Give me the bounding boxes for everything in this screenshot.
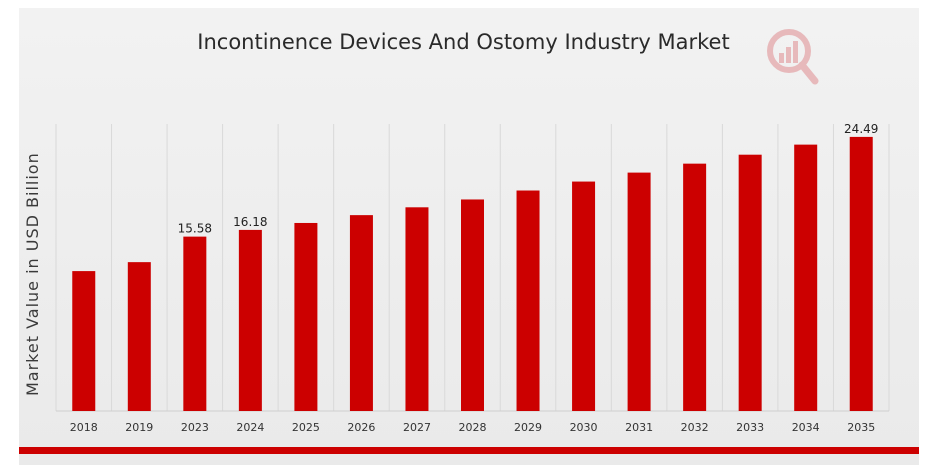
bar-2033 <box>738 154 762 411</box>
x-tick-label: 2033 <box>736 421 764 434</box>
x-tick-labels: 2018 2019 2023 2024 2025 2026 2027 2028 2029 2030… <box>70 421 875 434</box>
bar-2031 <box>627 172 651 411</box>
bar-2019 <box>127 262 151 411</box>
bar-2029 <box>516 190 540 411</box>
x-tick-label: 2024 <box>236 421 264 434</box>
bar-2032 <box>683 163 707 411</box>
x-tick-label: 2018 <box>70 421 98 434</box>
x-tick-label: 2032 <box>681 421 709 434</box>
data-label-2024: 16.18 <box>233 215 267 229</box>
bars <box>72 136 873 411</box>
brand-logo-icon <box>767 29 819 85</box>
bar-2030 <box>572 181 596 411</box>
bar-2025 <box>294 222 318 411</box>
x-tick-label: 2025 <box>292 421 320 434</box>
brand-footer-bar <box>19 447 919 454</box>
data-labels: 15.58 16.18 24.49 <box>178 122 879 236</box>
bar-2027 <box>405 207 429 411</box>
bar-2035 <box>849 136 873 411</box>
bar-2024 <box>238 229 262 411</box>
bar-2026 <box>349 215 373 411</box>
x-tick-label: 2026 <box>347 421 375 434</box>
x-tick-label: 2027 <box>403 421 431 434</box>
x-tick-label: 2023 <box>181 421 209 434</box>
data-label-2035: 24.49 <box>844 122 878 136</box>
bar-2034 <box>794 144 818 411</box>
x-tick-label: 2019 <box>125 421 153 434</box>
x-tick-label: 2035 <box>847 421 875 434</box>
x-tick-label: 2029 <box>514 421 542 434</box>
bar-2018 <box>72 271 96 411</box>
x-tick-label: 2030 <box>570 421 598 434</box>
bar-2023 <box>183 236 207 411</box>
bar-2028 <box>461 199 484 411</box>
x-tick-label: 2031 <box>625 421 653 434</box>
data-label-2023: 15.58 <box>178 222 212 236</box>
x-tick-label: 2028 <box>459 421 487 434</box>
x-tick-label: 2034 <box>792 421 820 434</box>
chart-title: Incontinence Devices And Ostomy Industry… <box>197 30 730 54</box>
